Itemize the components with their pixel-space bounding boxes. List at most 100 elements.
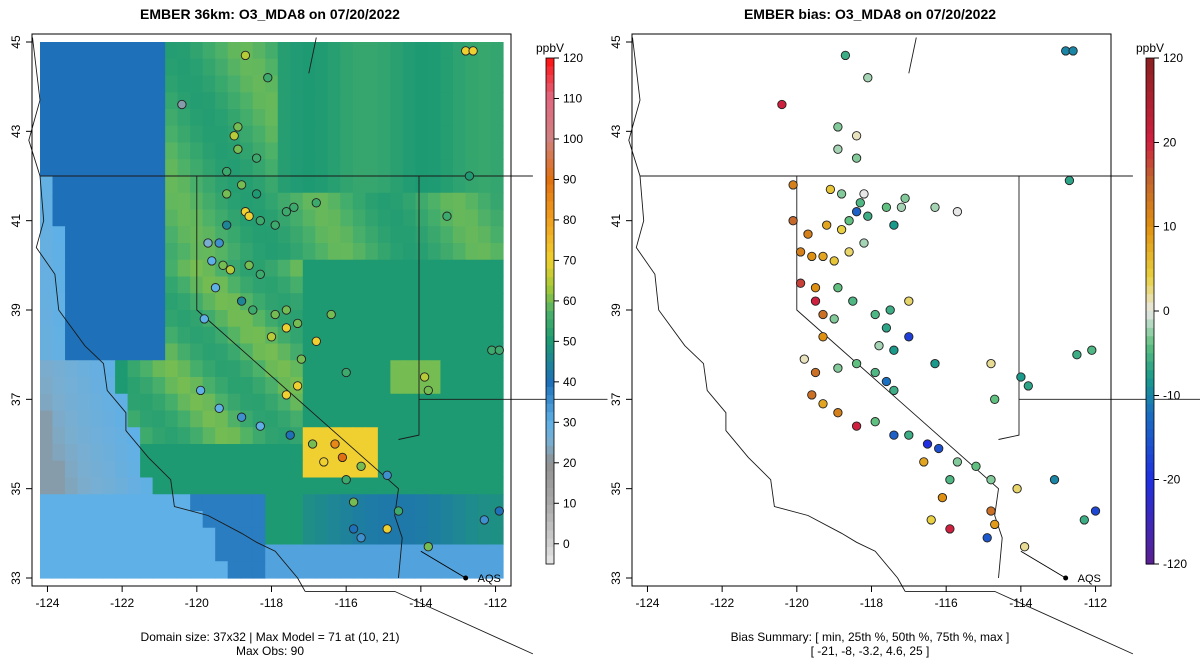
model-grid-cell bbox=[52, 527, 66, 546]
model-grid-cell bbox=[140, 276, 154, 294]
observation-point bbox=[285, 430, 295, 440]
model-grid-cell bbox=[477, 176, 492, 194]
model-grid-cell bbox=[290, 393, 304, 412]
model-grid-cell bbox=[152, 176, 166, 194]
model-grid-cell bbox=[452, 142, 467, 160]
model-grid-cell bbox=[390, 176, 404, 194]
colorbar-segment bbox=[1146, 91, 1154, 101]
model-grid-cell bbox=[190, 444, 204, 462]
model-grid-cell bbox=[190, 159, 204, 177]
model-grid-cell bbox=[52, 109, 66, 127]
model-grid-cell bbox=[315, 58, 329, 77]
model-grid-cell bbox=[40, 259, 54, 278]
model-grid-cell bbox=[265, 58, 279, 77]
colorbar-segment bbox=[1146, 218, 1154, 228]
colorbar-segment bbox=[546, 555, 554, 565]
model-grid-cell bbox=[302, 477, 316, 495]
bias-point bbox=[1064, 175, 1075, 186]
model-grid-cell bbox=[415, 142, 429, 160]
model-grid-cell bbox=[127, 377, 141, 395]
model-grid-cell bbox=[327, 511, 341, 529]
model-grid-cell bbox=[465, 360, 479, 378]
observation-point bbox=[382, 470, 392, 480]
observation-point bbox=[222, 166, 232, 177]
model-grid-cell bbox=[90, 75, 104, 93]
model-grid-cell bbox=[40, 209, 54, 227]
model-grid-cell bbox=[415, 92, 429, 110]
model-grid-cell bbox=[165, 360, 179, 378]
model-grid-cell bbox=[115, 360, 129, 378]
model-grid-cell bbox=[477, 192, 492, 211]
model-caption-domain: Domain size: 37x32 | Max Model = 71 at (… bbox=[140, 630, 400, 644]
model-grid-cell bbox=[90, 58, 104, 77]
model-grid-cell bbox=[265, 427, 279, 445]
model-grid-cell bbox=[177, 192, 191, 211]
model-grid-cell bbox=[102, 243, 116, 261]
model-grid-cell bbox=[77, 92, 91, 110]
colorbar-segment bbox=[1146, 504, 1154, 514]
model-grid-cell bbox=[315, 393, 329, 412]
model-grid-cell bbox=[452, 527, 467, 546]
model-grid-cell bbox=[165, 343, 179, 361]
model-grid-cell bbox=[40, 92, 54, 110]
model-grid-cell bbox=[127, 527, 141, 546]
model-grid-cell bbox=[40, 494, 54, 512]
observation-point bbox=[326, 309, 336, 320]
y-tick-label: 39 bbox=[9, 303, 23, 317]
model-grid-cell bbox=[490, 159, 504, 177]
x-tick-label: -120 bbox=[185, 596, 209, 610]
model-grid-cell bbox=[227, 377, 241, 395]
model-grid-cell bbox=[115, 226, 129, 244]
model-grid-cell bbox=[265, 192, 279, 211]
model-grid-cell bbox=[202, 92, 216, 110]
model-grid-cell bbox=[165, 511, 179, 529]
bias-point bbox=[1016, 372, 1026, 382]
colorbar-segment bbox=[1146, 496, 1154, 506]
model-grid-cell bbox=[415, 192, 429, 211]
x-tick-label: -118 bbox=[260, 596, 283, 610]
model-grid-cell bbox=[90, 477, 104, 495]
model-grid-cell bbox=[352, 192, 366, 211]
model-grid-cell bbox=[127, 259, 141, 278]
model-grid-cell bbox=[52, 276, 66, 294]
model-grid-cell bbox=[290, 410, 304, 428]
model-grid-cell bbox=[215, 360, 229, 378]
model-grid-cell bbox=[190, 125, 204, 144]
model-grid-cell bbox=[102, 58, 116, 77]
model-grid-cell bbox=[77, 326, 91, 345]
model-grid-cell bbox=[365, 176, 379, 194]
model-grid-cell bbox=[52, 75, 66, 93]
model-grid-cell bbox=[340, 125, 354, 144]
x-tick-label: -120 bbox=[785, 596, 809, 610]
model-grid-cell bbox=[140, 58, 154, 77]
model-grid-cell bbox=[427, 58, 442, 77]
x-tick-label: -112 bbox=[484, 596, 507, 610]
y-tick-label: 35 bbox=[9, 482, 23, 496]
model-grid-cell bbox=[340, 293, 354, 311]
y-tick-label: 33 bbox=[9, 571, 23, 585]
model-grid-cell bbox=[302, 293, 316, 311]
model-grid-cell bbox=[227, 75, 241, 93]
model-grid-cell bbox=[215, 293, 229, 311]
model-grid-cell bbox=[227, 393, 241, 412]
observation-point bbox=[311, 336, 321, 346]
model-grid-cell bbox=[190, 561, 204, 579]
model-grid-cell bbox=[115, 527, 129, 546]
model-grid-cell bbox=[290, 243, 304, 261]
model-grid-cell bbox=[90, 142, 104, 160]
model-grid-cell bbox=[252, 511, 266, 529]
model-grid-cell bbox=[240, 477, 254, 495]
colorbar-segment bbox=[546, 100, 554, 110]
model-grid-cell bbox=[140, 293, 154, 311]
model-grid-cell bbox=[477, 159, 492, 177]
model-grid-cell bbox=[427, 444, 442, 462]
colorbar-segment bbox=[546, 386, 554, 396]
y-tick-label: 45 bbox=[9, 35, 23, 49]
model-grid-cell bbox=[240, 192, 254, 211]
bias-point bbox=[1023, 381, 1033, 391]
colorbar-segment bbox=[1146, 192, 1154, 202]
model-grid-cell bbox=[215, 527, 229, 546]
model-grid-cell bbox=[165, 75, 179, 93]
model-grid-cell bbox=[252, 377, 266, 395]
model-grid-cell bbox=[102, 326, 116, 345]
